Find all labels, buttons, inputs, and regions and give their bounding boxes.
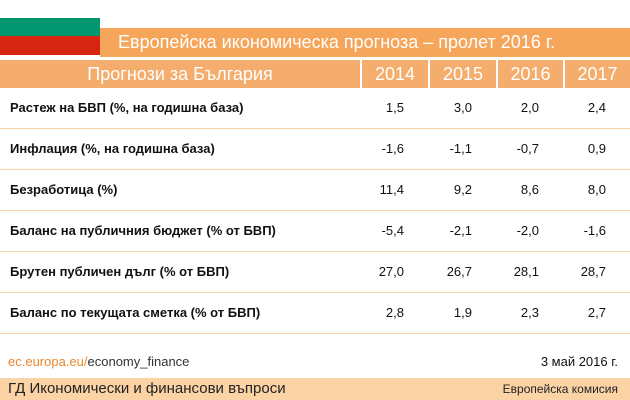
row-label: Баланс на публичния бюджет (% от БВП) bbox=[10, 223, 276, 238]
cell-value: -5,4 bbox=[381, 223, 404, 238]
cell-value: 1,9 bbox=[453, 305, 472, 320]
cell-value: -1,1 bbox=[449, 141, 472, 156]
row-label: Брутен публичен дълг (% от БВП) bbox=[10, 264, 230, 279]
cell-value: 28,7 bbox=[580, 264, 606, 279]
cell-value: -2,1 bbox=[449, 223, 472, 238]
cell-value: 26,7 bbox=[446, 264, 472, 279]
title: Европейска икономическа прогноза – проле… bbox=[100, 28, 630, 57]
row-label: Растеж на БВП (%, на годишна база) bbox=[10, 100, 244, 115]
row-label: Баланс по текущата сметка (% от БВП) bbox=[10, 305, 261, 320]
row-label: Инфлация (%, на годишна база) bbox=[10, 141, 215, 156]
organization: Европейска комисия bbox=[502, 382, 618, 396]
cell-value: 11,4 bbox=[379, 182, 404, 197]
table-row: Безработица (%) 11,4 9,2 8,6 8,0 bbox=[0, 170, 630, 211]
cell-value: 0,9 bbox=[587, 141, 606, 156]
table-body: Растеж на БВП (%, на годишна база) 1,5 3,0… bbox=[0, 88, 630, 334]
cell-value: 1,5 bbox=[385, 100, 404, 115]
flag bbox=[0, 0, 100, 55]
cell-value: 9,2 bbox=[453, 182, 472, 197]
cell-value: 8,6 bbox=[520, 182, 539, 197]
cell-value: 27,0 bbox=[378, 264, 404, 279]
cell-value: -1,6 bbox=[583, 223, 606, 238]
cell-value: 2,0 bbox=[520, 100, 539, 115]
cell-value: 2,8 bbox=[385, 305, 404, 320]
date: 3 май 2016 г. bbox=[540, 354, 618, 369]
table-row: Баланс по текущата сметка (% от БВП) 2,8 1… bbox=[0, 293, 630, 334]
table-row: Брутен публичен дълг (% от БВП) 27,0 26,7 2… bbox=[0, 252, 630, 293]
column-year: 2015 bbox=[428, 60, 496, 88]
department: ГД Икономически и финансови въпроси bbox=[8, 380, 286, 397]
url-domain: ec.europa.eu/ bbox=[8, 354, 88, 369]
url-path: economy_finance bbox=[87, 354, 190, 369]
column-year: 2014 bbox=[360, 60, 428, 88]
cell-value: 2,3 bbox=[520, 305, 539, 320]
bottom-bar: ГД Икономически и финансови въпроси Евро… bbox=[0, 378, 630, 400]
column-year: 2017 bbox=[563, 60, 630, 88]
table-row: Инфлация (%, на годишна база) -1,6 -1,1 -0,… bbox=[0, 129, 630, 170]
cell-value: 2,7 bbox=[587, 305, 606, 320]
cell-value: -0,7 bbox=[516, 141, 539, 156]
cell-value: -2,0 bbox=[516, 223, 539, 238]
cell-value: 2,4 bbox=[587, 100, 606, 115]
column-year: 2016 bbox=[496, 60, 563, 88]
row-label: Безработица (%) bbox=[10, 182, 118, 197]
cell-value: -1,6 bbox=[381, 141, 404, 156]
table-row: Растеж на БВП (%, на годишна база) 1,5 3,0… bbox=[0, 88, 630, 129]
cell-value: 8,0 bbox=[587, 182, 606, 197]
cell-value: 3,0 bbox=[453, 100, 472, 115]
table-header: Прогнози за България 2014 2015 2016 2017 bbox=[0, 60, 630, 88]
table-row: Баланс на публичния бюджет (% от БВП) -5,… bbox=[0, 211, 630, 252]
column-label: Прогнози за България bbox=[87, 64, 273, 84]
cell-value: 28,1 bbox=[513, 264, 539, 279]
url: ec.europa.eu/economy_finance bbox=[8, 354, 189, 369]
